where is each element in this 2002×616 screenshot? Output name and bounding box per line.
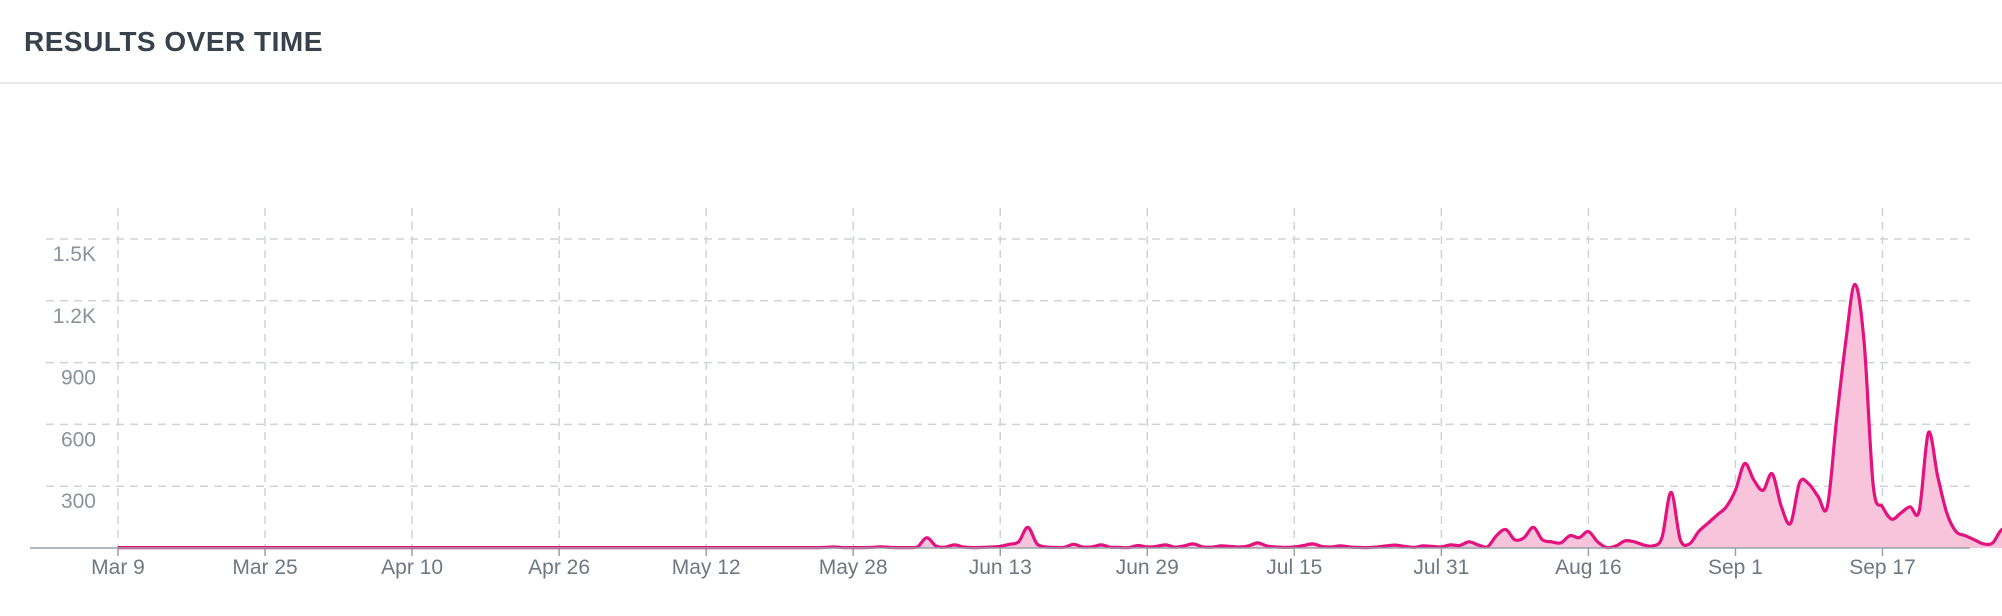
y-tick-label: 1.5K (53, 243, 96, 266)
panel-header: RESULTS OVER TIME (0, 0, 2002, 84)
y-tick-label: 300 (61, 490, 96, 513)
results-chart: 300 600 900 1.2K 1.5K Mar 9 Mar 25 Apr 10 Apr 26… (30, 208, 2002, 579)
y-tick-label: 600 (61, 428, 96, 451)
series-line (117, 282, 2002, 550)
x-tick-label: Apr 10 (381, 556, 443, 579)
x-tick-label: Sep 1 (1708, 556, 1763, 579)
series-area (118, 284, 2002, 548)
x-tick-label: Jun 13 (969, 556, 1032, 579)
x-tick-label: Jul 31 (1413, 556, 1469, 579)
y-tick-label: 900 (61, 367, 96, 390)
x-tick-label: Jul 15 (1266, 556, 1322, 579)
x-tick-label: Mar 9 (91, 556, 145, 579)
x-tick-label: Jun 29 (1116, 556, 1179, 579)
x-tick-label: Sep 17 (1849, 556, 1916, 579)
x-tick-label: Aug 16 (1555, 556, 1622, 579)
y-tick-label: 1.2K (53, 305, 96, 328)
x-tick-label: May 12 (672, 556, 741, 579)
x-tick-label: Apr 26 (528, 556, 590, 579)
x-tick-label: May 28 (819, 556, 888, 579)
panel-title: RESULTS OVER TIME (24, 26, 323, 57)
x-tick-label: Mar 25 (232, 556, 297, 579)
